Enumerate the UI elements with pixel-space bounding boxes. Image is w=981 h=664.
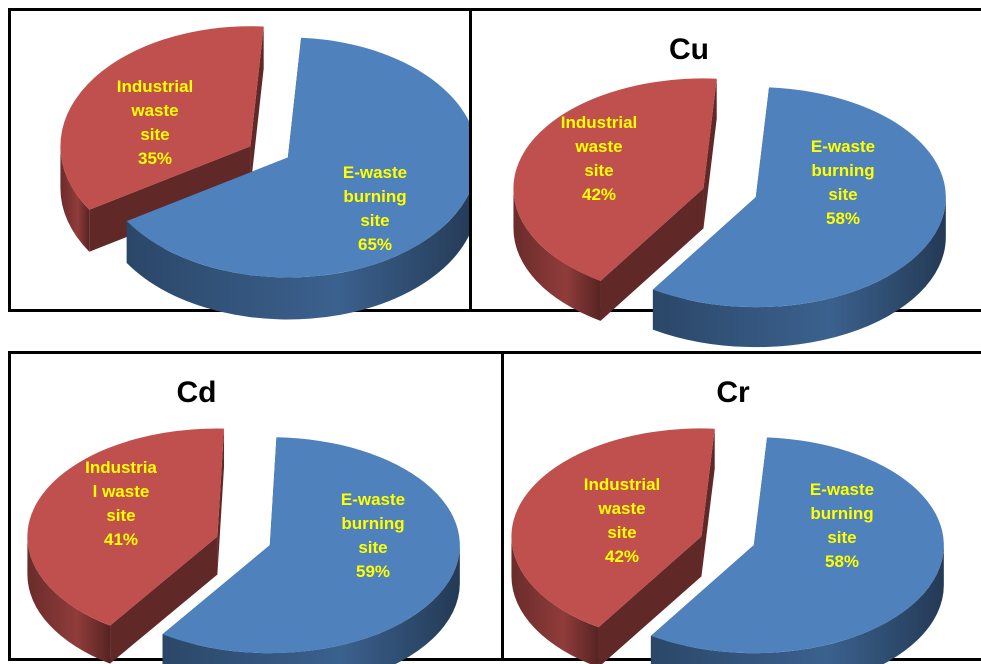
cu-ewaste-top <box>652 87 946 308</box>
cu-ewaste-rim <box>652 197 946 348</box>
cd-industrial-rim <box>27 536 111 664</box>
cu-chart-panel: Cu Industrial waste site 42% E-waste bur… <box>469 8 981 348</box>
cd-ewaste-top <box>162 437 460 654</box>
cd-ewaste-rim <box>162 545 460 664</box>
cu-industrial-rim <box>513 188 601 321</box>
cr-chart-title: Cr <box>716 376 750 409</box>
cd-chart-title: Cd <box>176 376 217 409</box>
cr-industrial-rim <box>511 536 599 664</box>
cr-pie-svg <box>511 428 944 664</box>
cr-ewaste-slice <box>650 437 944 664</box>
cd-industrial-wall-1 <box>217 428 225 575</box>
cr-chart-panel: Cr Industrial waste site 42% E-waste bur… <box>501 351 981 664</box>
cd-industrial-top <box>27 428 225 626</box>
pb-ewaste-label: E-waste burning site 65% <box>342 163 408 254</box>
cr-ewaste-rim <box>650 545 944 664</box>
cr-ewaste-label: E-waste burning site 58% <box>809 480 875 571</box>
cr-industrial-top <box>511 428 715 628</box>
cr-industrial-slice <box>511 428 715 664</box>
pb-ewaste-slice <box>126 37 478 320</box>
cu-industrial-wall-1 <box>703 78 717 229</box>
pb-pie-svg <box>60 26 478 320</box>
pb-industrial-wall-1 <box>250 26 264 189</box>
cu-ewaste-slice <box>652 87 946 348</box>
cr-ewaste-top <box>650 437 944 654</box>
cd-industrial-label: Industria l waste site 41% <box>85 458 157 549</box>
cu-industrial-top <box>513 78 717 281</box>
cu-ewaste-label: E-waste burning site 58% <box>810 137 876 228</box>
pb-industrial-label: Industrial waste site 35% <box>116 77 194 168</box>
cd-industrial-wall-0 <box>110 536 218 664</box>
pb-ewaste-rim <box>126 157 478 320</box>
pb-industrial-rim <box>60 146 90 252</box>
cu-pie-svg <box>513 78 946 348</box>
cd-chart-panel: Cd Industria l waste site 41% E-waste bu… <box>8 351 505 664</box>
cu-industrial-slice <box>513 78 717 321</box>
cr-industrial-wall-1 <box>701 428 715 577</box>
pb-industrial-top <box>60 26 264 210</box>
cd-ewaste-slice <box>162 437 460 664</box>
cu-industrial-wall-0 <box>600 188 704 321</box>
cu-industrial-label: Industrial waste site 42% <box>560 113 638 204</box>
cu-chart-title: Cu <box>669 33 709 66</box>
cr-industrial-wall-0 <box>598 536 702 664</box>
pb-chart-panel: Pb Industrial waste site 35% E-waste bur… <box>8 8 478 320</box>
pb-ewaste-top <box>126 37 478 278</box>
cd-pie-svg <box>27 428 460 664</box>
cr-industrial-label: Industrial waste site 42% <box>583 475 661 566</box>
cd-ewaste-label: E-waste burning site 59% <box>340 490 406 581</box>
cd-industrial-slice <box>27 428 225 664</box>
